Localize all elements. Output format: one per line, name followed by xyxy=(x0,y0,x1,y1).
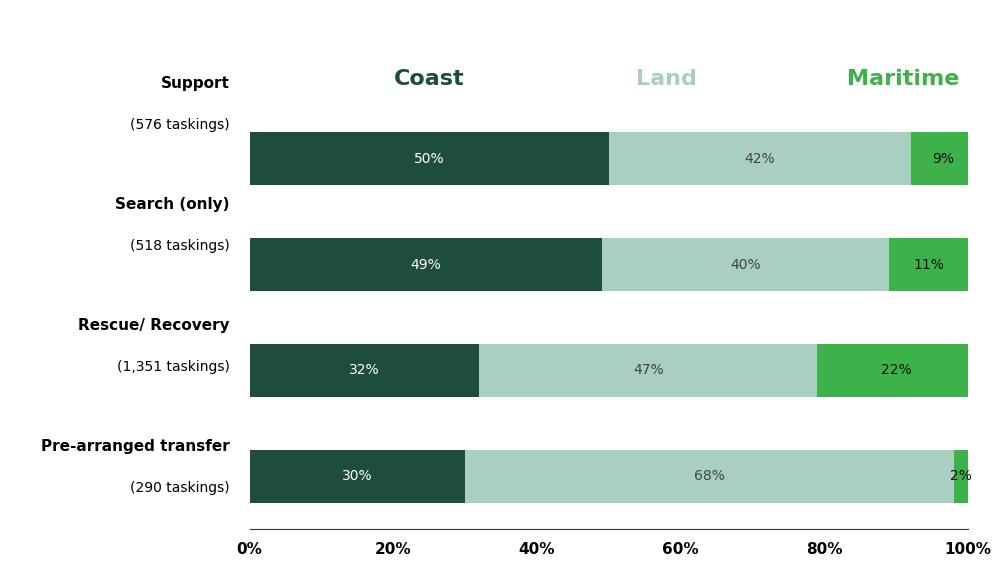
Bar xyxy=(250,344,479,397)
Text: 11%: 11% xyxy=(913,258,944,272)
Text: Support: Support xyxy=(161,76,230,91)
Text: 30%: 30% xyxy=(342,469,372,483)
Text: (518 taskings): (518 taskings) xyxy=(130,239,230,253)
Bar xyxy=(465,450,954,503)
Bar xyxy=(609,132,910,185)
Text: Land: Land xyxy=(636,69,697,89)
Text: 47%: 47% xyxy=(633,363,664,377)
Bar xyxy=(889,238,968,291)
Text: (576 taskings): (576 taskings) xyxy=(130,118,230,132)
Text: 32%: 32% xyxy=(349,363,380,377)
Text: 68%: 68% xyxy=(694,469,725,483)
Text: 40%: 40% xyxy=(730,258,760,272)
Text: Pre-arranged transfer: Pre-arranged transfer xyxy=(41,439,230,454)
Text: 9%: 9% xyxy=(932,152,954,166)
Text: Maritime: Maritime xyxy=(847,69,960,89)
Bar xyxy=(817,344,975,397)
Bar xyxy=(250,238,602,291)
Bar xyxy=(602,238,889,291)
Text: 50%: 50% xyxy=(414,152,444,166)
Text: (1,351 taskings): (1,351 taskings) xyxy=(117,360,230,374)
Bar xyxy=(250,132,609,185)
Text: Rescue/ Recovery: Rescue/ Recovery xyxy=(78,318,230,333)
Text: 22%: 22% xyxy=(881,363,911,377)
Text: Coast: Coast xyxy=(394,69,464,89)
Bar xyxy=(479,344,817,397)
Bar xyxy=(250,450,465,503)
Text: 49%: 49% xyxy=(410,258,441,272)
Text: (290 taskings): (290 taskings) xyxy=(130,481,230,495)
Bar xyxy=(910,132,975,185)
Bar xyxy=(954,450,968,503)
Text: 2%: 2% xyxy=(950,469,972,483)
Text: Search (only): Search (only) xyxy=(115,197,230,212)
Text: 42%: 42% xyxy=(745,152,775,166)
